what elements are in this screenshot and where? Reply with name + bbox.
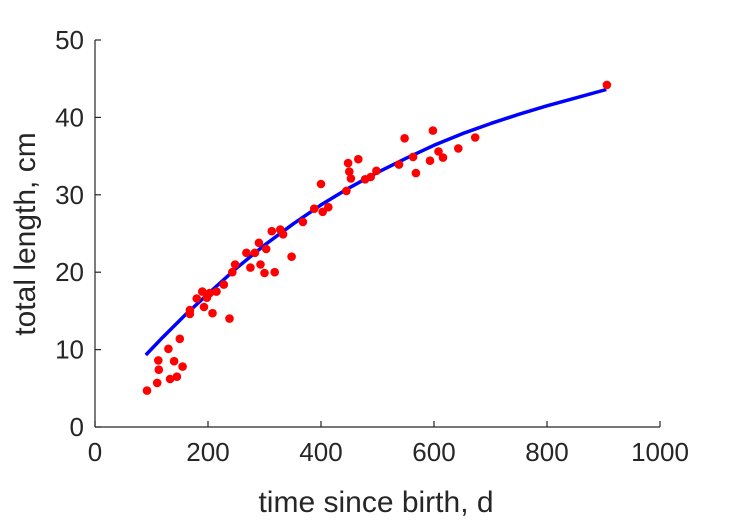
data-point [230,260,240,269]
data-point [261,244,271,254]
data-point [178,362,187,371]
data-point [408,152,418,162]
data-point [354,154,363,164]
data-point [154,365,164,375]
data-point [434,147,443,156]
data-points [142,80,612,395]
y-tick-label: 50 [55,25,84,55]
data-point [298,217,308,227]
data-point [394,160,404,169]
data-point [366,172,376,182]
data-point [198,287,207,296]
data-point [256,260,265,269]
data-point [400,134,409,143]
x-tick-label: 600 [412,437,455,467]
data-point [287,252,296,261]
y-tick-label: 20 [55,257,84,287]
data-point [164,344,173,354]
data-point [425,156,435,165]
data-point [175,334,185,344]
y-tick-label: 30 [55,180,84,210]
data-point [165,374,175,384]
y-axis-label: total length, cm [9,132,42,335]
y-tick-label: 0 [70,412,84,442]
data-point [169,356,179,366]
data-point [428,126,438,135]
data-point [267,226,277,236]
x-tick-label: 800 [525,437,568,467]
data-point [212,287,221,296]
data-point [254,238,264,248]
x-tick-label: 0 [88,437,102,467]
data-point [454,144,463,153]
data-point [228,267,237,277]
data-point [324,202,333,212]
data-point [602,80,612,90]
y-tick-label: 40 [55,102,84,132]
data-point [278,230,288,239]
data-point [250,248,260,258]
data-point [199,302,209,312]
data-point [219,280,229,289]
data-point [343,158,353,168]
ticks: 0 200 400 600 800 1000 0 10 20 30 40 50 [55,25,689,467]
data-point [205,288,214,298]
data-point [438,153,448,162]
data-point [208,308,217,318]
data-point [309,204,319,213]
data-point [225,314,234,323]
data-point [152,378,162,388]
data-point [154,356,163,365]
data-point [270,267,280,277]
data-point [372,166,381,176]
x-tick-label: 400 [299,437,342,467]
data-point [346,174,356,183]
data-point [345,167,354,176]
x-axis-label: time since birth, d [258,486,493,519]
data-point [316,179,326,189]
x-tick-label: 1000 [631,437,689,467]
x-tick-label: 200 [186,437,229,467]
data-point [142,386,152,395]
data-point [342,186,351,196]
data-point [246,263,255,272]
data-point [411,168,421,178]
data-point [470,133,480,142]
data-point [185,305,195,315]
axes [94,40,660,428]
data-point [242,248,251,258]
data-point [172,372,182,382]
data-point [192,294,201,303]
data-point [260,268,269,278]
y-tick-label: 10 [55,335,84,365]
